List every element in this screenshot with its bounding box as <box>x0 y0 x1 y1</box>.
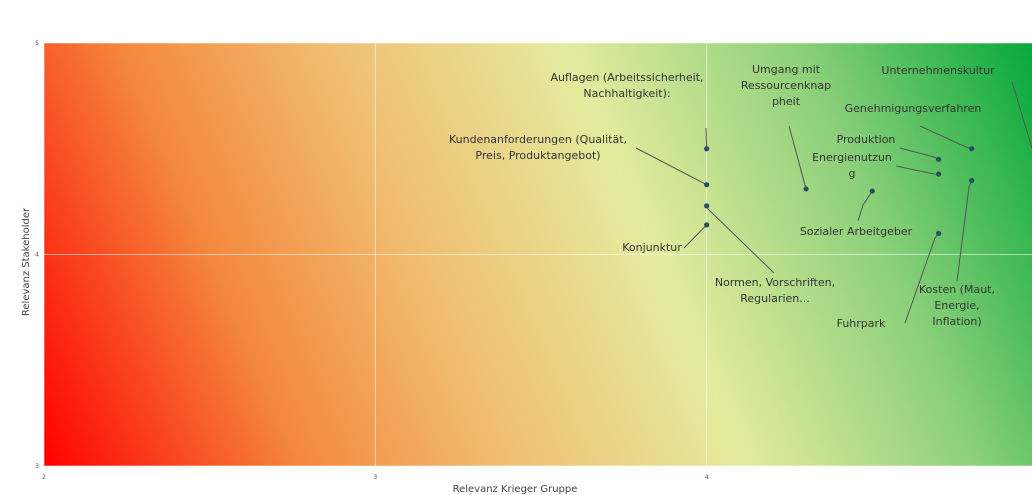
x-tick-label: 4 <box>705 474 709 481</box>
y-tick-label: 4 <box>35 252 39 259</box>
data-label: Energienutzun g <box>812 151 892 180</box>
data-label: Produktion <box>837 133 896 146</box>
data-label: Genehmigungsverfahren <box>845 102 982 115</box>
data-point <box>869 188 875 194</box>
y-tick-label: 3 <box>35 463 39 470</box>
data-point <box>936 156 942 162</box>
data-labels: Auflagen (Arbeitssicherheit, Nachhaltigke… <box>449 63 995 330</box>
data-label: Sozialer Arbeitgeber <box>800 225 913 238</box>
data-point <box>704 222 710 228</box>
x-axis-title: Relevanz Krieger Gruppe <box>453 484 578 495</box>
y-axis-title: Relevanz Stakeholder <box>21 207 32 316</box>
y-tick-label: 5 <box>35 40 39 47</box>
data-points <box>704 146 975 236</box>
data-label: Kundenanforderungen (Qualität, Preis, Pro… <box>449 133 627 162</box>
data-point <box>803 186 809 192</box>
data-label: Konjunktur <box>622 241 682 254</box>
leader-line <box>635 147 707 186</box>
data-point <box>704 146 710 152</box>
data-label: Fuhrpark <box>837 317 886 330</box>
data-point <box>969 177 975 184</box>
x-tick-label: 3 <box>373 474 377 481</box>
leader-line <box>683 224 708 249</box>
leader-line <box>1011 81 1032 150</box>
data-point <box>936 171 942 177</box>
gridlines <box>43 42 1032 467</box>
leader-line <box>857 190 873 222</box>
data-label: Kosten (Maut, Energie, Inflation) <box>919 283 995 328</box>
leader-line <box>705 127 708 149</box>
leader-line <box>788 125 807 190</box>
data-point <box>704 203 710 209</box>
data-label: Unternehmenskultur <box>881 64 995 77</box>
data-point <box>936 230 942 236</box>
data-point <box>704 182 710 188</box>
x-tick-label: 2 <box>42 474 46 481</box>
data-point <box>969 146 975 152</box>
data-label: Auflagen (Arbeitssicherheit, Nachhaltigke… <box>550 71 703 100</box>
data-label: Normen, Vorschriften, Regularien... <box>715 276 835 305</box>
data-label: Umgang mit Ressourcenknap pheit <box>741 63 831 108</box>
